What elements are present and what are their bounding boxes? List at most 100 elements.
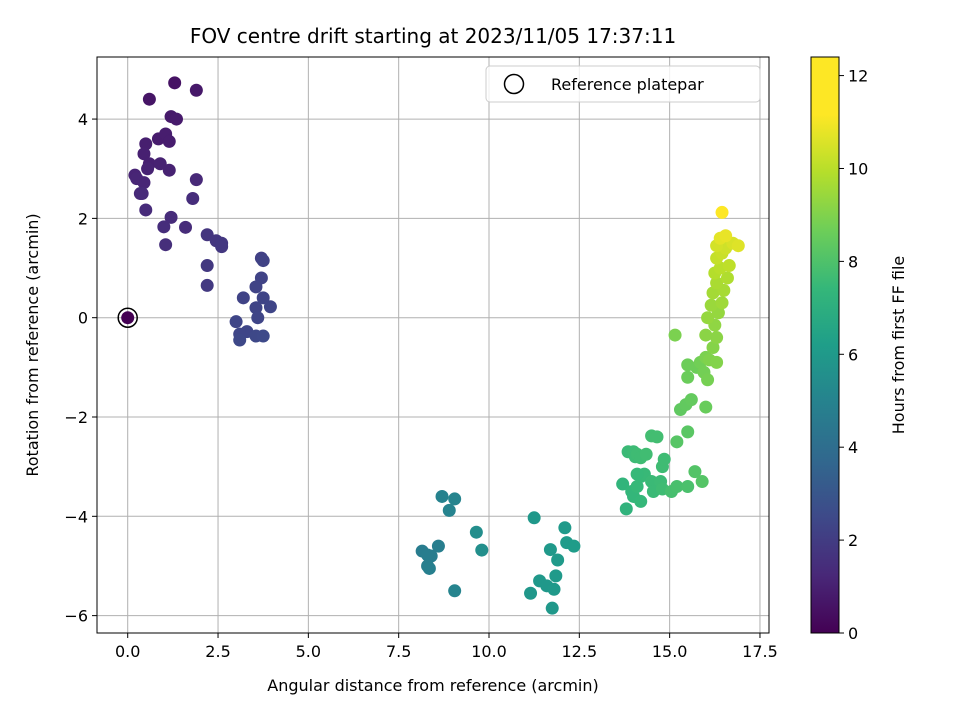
data-point	[168, 76, 182, 90]
data-point	[706, 340, 720, 354]
data-point	[719, 229, 733, 243]
data-point	[233, 333, 247, 347]
data-point	[549, 569, 563, 583]
data-point	[699, 400, 713, 414]
data-point	[630, 467, 644, 481]
plot-frame	[96, 56, 770, 634]
x-tick-label: 0.0	[115, 642, 140, 661]
data-point	[681, 425, 695, 439]
data-point	[722, 259, 736, 273]
data-point	[179, 220, 193, 234]
data-point	[448, 492, 462, 506]
data-point	[710, 276, 724, 290]
x-axis: 0.0 2.5 5.0 7.5 10.0 12.5 15.0 17.5	[115, 633, 778, 661]
colorbar-gradient	[810, 56, 840, 634]
x-tick-label: 10.0	[471, 642, 507, 661]
data-point	[189, 83, 203, 97]
data-point	[657, 452, 671, 466]
y-tick-label: −2	[64, 408, 88, 427]
data-point	[645, 475, 659, 489]
x-tick-label: 17.5	[742, 642, 778, 661]
data-point	[688, 465, 702, 479]
data-point	[162, 134, 176, 148]
data-point	[139, 137, 153, 151]
colorbar-tick-label: 8	[848, 252, 858, 271]
colorbar-ticks: 0 2 4 6 8 10 12	[839, 67, 868, 643]
data-point	[157, 220, 171, 234]
x-tick-label: 7.5	[386, 642, 411, 661]
data-point	[670, 435, 684, 449]
y-tick-label: 2	[78, 209, 88, 228]
legend: Reference platepar	[485, 65, 761, 103]
data-point	[263, 300, 277, 314]
colorbar-tick-label: 6	[848, 345, 858, 364]
data-point	[715, 205, 729, 219]
data-point	[422, 561, 436, 575]
data-point	[706, 286, 720, 300]
data-point	[469, 525, 483, 539]
reference-platepar-marker	[117, 307, 138, 328]
data-point	[547, 582, 561, 596]
data-point	[695, 475, 709, 489]
data-point	[137, 147, 151, 161]
data-point	[731, 239, 745, 253]
data-points	[117, 76, 745, 615]
data-point	[684, 393, 698, 407]
data-point	[681, 480, 695, 494]
data-point	[616, 477, 630, 491]
data-point	[650, 430, 664, 444]
data-point	[524, 586, 538, 600]
data-point	[135, 187, 149, 201]
x-axis-label: Angular distance from reference (arcmin)	[267, 676, 598, 695]
data-point	[699, 328, 713, 342]
data-point	[545, 601, 559, 615]
data-point	[670, 480, 684, 494]
gridlines	[97, 57, 769, 633]
data-point	[567, 539, 581, 553]
data-point	[153, 157, 167, 171]
data-point	[715, 296, 729, 310]
y-tick-label: 0	[78, 309, 88, 328]
legend-marker-reference	[503, 73, 525, 95]
data-point	[634, 494, 648, 508]
data-point	[630, 480, 644, 494]
x-tick-label: 15.0	[652, 642, 688, 661]
data-point	[475, 543, 489, 557]
data-point	[164, 210, 178, 224]
data-point	[159, 238, 173, 252]
data-point	[200, 278, 214, 292]
y-axis-label: Rotation from reference (arcmin)	[23, 213, 42, 476]
data-point	[200, 259, 214, 273]
data-point	[442, 503, 456, 517]
data-point	[710, 355, 724, 369]
colorbar: 0 2 4 6 8 10 12 Hours from first FF file	[810, 56, 908, 643]
data-point	[236, 291, 250, 305]
y-tick-label: −4	[64, 507, 88, 526]
data-point	[229, 315, 243, 329]
data-point	[435, 489, 449, 503]
data-point	[142, 92, 156, 106]
y-tick-label: 4	[78, 110, 88, 129]
data-point	[710, 331, 724, 345]
colorbar-label: Hours from first FF file	[889, 256, 908, 435]
legend-box	[485, 65, 761, 103]
data-point	[137, 176, 151, 190]
data-point	[256, 329, 270, 343]
x-tick-label: 12.5	[562, 642, 598, 661]
data-point	[249, 280, 263, 294]
data-point	[141, 162, 155, 176]
colorbar-tick-label: 0	[848, 624, 858, 643]
data-point	[139, 203, 153, 217]
data-point	[121, 311, 135, 325]
data-point	[681, 370, 695, 384]
x-tick-label: 5.0	[296, 642, 321, 661]
data-point	[251, 311, 265, 325]
data-point	[169, 112, 183, 126]
x-tick-label: 2.5	[205, 642, 230, 661]
colorbar-tick-label: 4	[848, 438, 858, 457]
colorbar-tick-label: 2	[848, 531, 858, 550]
data-point	[551, 553, 565, 567]
data-point	[701, 311, 715, 325]
data-point	[619, 502, 633, 516]
